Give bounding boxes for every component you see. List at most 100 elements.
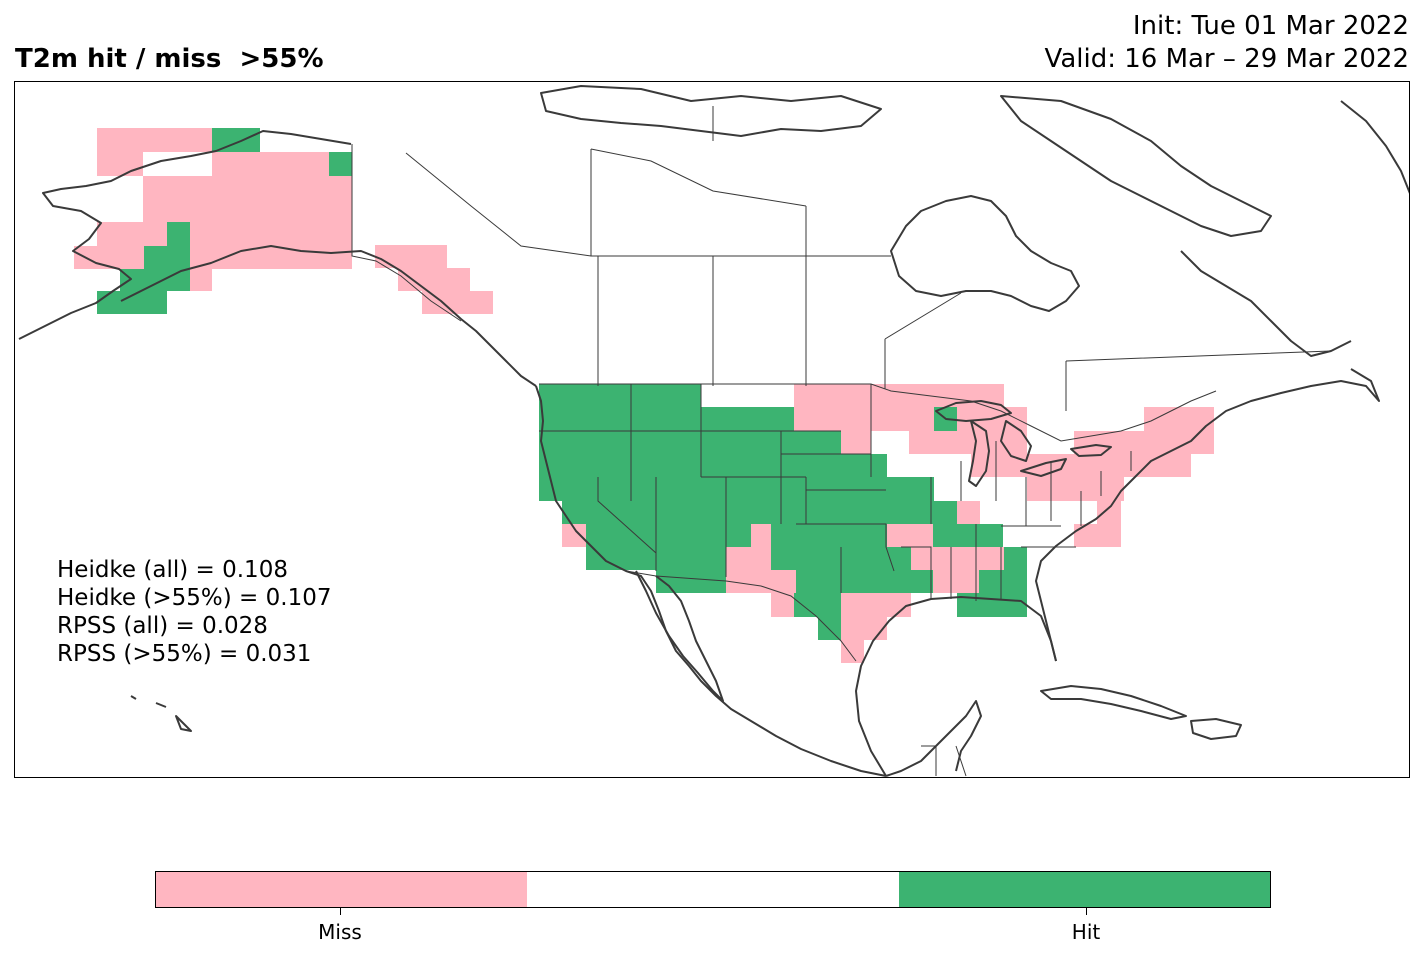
hit-cell (539, 454, 887, 477)
miss-cell (1074, 524, 1121, 547)
colorbar-miss-segment (156, 872, 528, 907)
miss-cell (751, 524, 771, 547)
greenland-edge (1340, 100, 1409, 194)
alaska-coast (18, 130, 352, 340)
miss-cell (911, 547, 1004, 570)
hit-cell (796, 570, 911, 593)
north-america-map (18, 85, 1409, 777)
conus-cells (539, 384, 1214, 663)
baffin-island (1000, 95, 1272, 237)
labrador-coast (1180, 250, 1352, 357)
alaska-cells (74, 128, 352, 314)
hispaniola (1190, 718, 1242, 740)
miss-cell (190, 269, 212, 291)
miss-cell (794, 384, 1004, 407)
hit-cell (933, 524, 1003, 547)
miss-cell (422, 291, 493, 314)
miss-cell (909, 431, 1027, 454)
forecast-dates: Init: Tue 01 Mar 2022 Valid: 16 Mar – 29… (1045, 10, 1409, 76)
miss-cell (97, 128, 212, 152)
hit-cell (818, 617, 841, 640)
miss-cell (864, 407, 934, 431)
miss-cell (375, 245, 447, 268)
yucatan-coast (885, 700, 982, 777)
lake-huron (1000, 420, 1032, 462)
miss-cell (1051, 454, 1191, 477)
miss-cell (190, 246, 352, 269)
hit-cell (979, 570, 1027, 593)
lake-erie (1020, 458, 1067, 477)
florida-east-coast (1035, 368, 1380, 662)
hit-cell (911, 570, 933, 593)
political-borders (351, 106, 1332, 777)
miss-cell (841, 617, 887, 640)
gulf-coast (855, 596, 1057, 777)
rpss-55-score: RPSS (>55%) = 0.031 (57, 641, 312, 667)
miss-cell (887, 524, 933, 547)
miss-cell (97, 222, 167, 246)
hit-cell (167, 222, 190, 246)
colorbar-hit-segment (898, 872, 1270, 907)
miss-cell (398, 268, 470, 291)
miss-cell (841, 431, 871, 454)
lake-michigan (968, 420, 990, 487)
lake-ontario (1070, 444, 1112, 457)
miss-cell (841, 593, 911, 617)
hit-cell (562, 501, 957, 524)
us-state-lines (539, 384, 1132, 601)
colorbar-neutral-segment (527, 872, 899, 907)
hit-cell (144, 246, 190, 269)
alaska-canada-border (351, 144, 462, 322)
miss-cell (794, 407, 864, 431)
rpss-all-score: RPSS (all) = 0.028 (57, 613, 268, 639)
arctic-islands (540, 85, 882, 137)
miss-cell (933, 570, 979, 593)
colorbar-label-hit: Hit (1071, 920, 1101, 944)
init-date: Init: Tue 01 Mar 2022 (1132, 11, 1409, 41)
valid-range: Valid: 16 Mar – 29 Mar 2022 (1044, 44, 1409, 74)
colorbar-label-miss: Miss (318, 920, 362, 944)
miss-cell (74, 246, 144, 269)
us-mexico-border (625, 570, 857, 662)
hit-cell (539, 384, 701, 407)
baja-peninsula (635, 570, 724, 702)
heidke-55-score: Heidke (>55%) = 0.107 (57, 585, 332, 611)
hit-cell (212, 128, 260, 152)
miss-cell (726, 570, 796, 593)
coastlines (18, 85, 1409, 777)
miss-cell (143, 176, 352, 222)
us-canada-border (539, 383, 1217, 442)
map-title: T2m hit / miss >55% (15, 44, 324, 74)
miss-cell (1074, 431, 1214, 454)
hit-cell (771, 524, 887, 547)
hit-cell (329, 152, 352, 176)
hit-cell (539, 431, 841, 454)
miss-cell (726, 547, 771, 570)
hit-cell (794, 593, 841, 617)
hit-cell (97, 291, 167, 314)
miss-cell (841, 640, 864, 663)
heidke-all-score: Heidke (all) = 0.108 (57, 557, 288, 583)
hit-cell (539, 477, 934, 501)
alaska-south-coast (120, 245, 537, 387)
panhandle-cells (375, 245, 493, 314)
miss-cell (1027, 477, 1124, 501)
hit-cell (656, 570, 726, 593)
lake-superior (935, 400, 1012, 422)
hit-cell (1004, 547, 1027, 570)
colorbar (155, 871, 1271, 908)
miss-cell (562, 524, 586, 547)
miss-cell (957, 501, 980, 524)
cuba (1040, 685, 1187, 720)
mexico-states (921, 745, 967, 777)
miss-cell (190, 222, 352, 246)
colorbar-tick-miss (340, 908, 341, 915)
colorbar-tick-hit (1086, 908, 1087, 915)
hawaii (130, 695, 192, 732)
map-panel (14, 81, 1410, 778)
miss-cell (971, 454, 1051, 477)
miss-cell (1097, 501, 1121, 524)
miss-cell (212, 152, 329, 176)
hit-cell (539, 407, 794, 431)
miss-cell (97, 152, 143, 176)
